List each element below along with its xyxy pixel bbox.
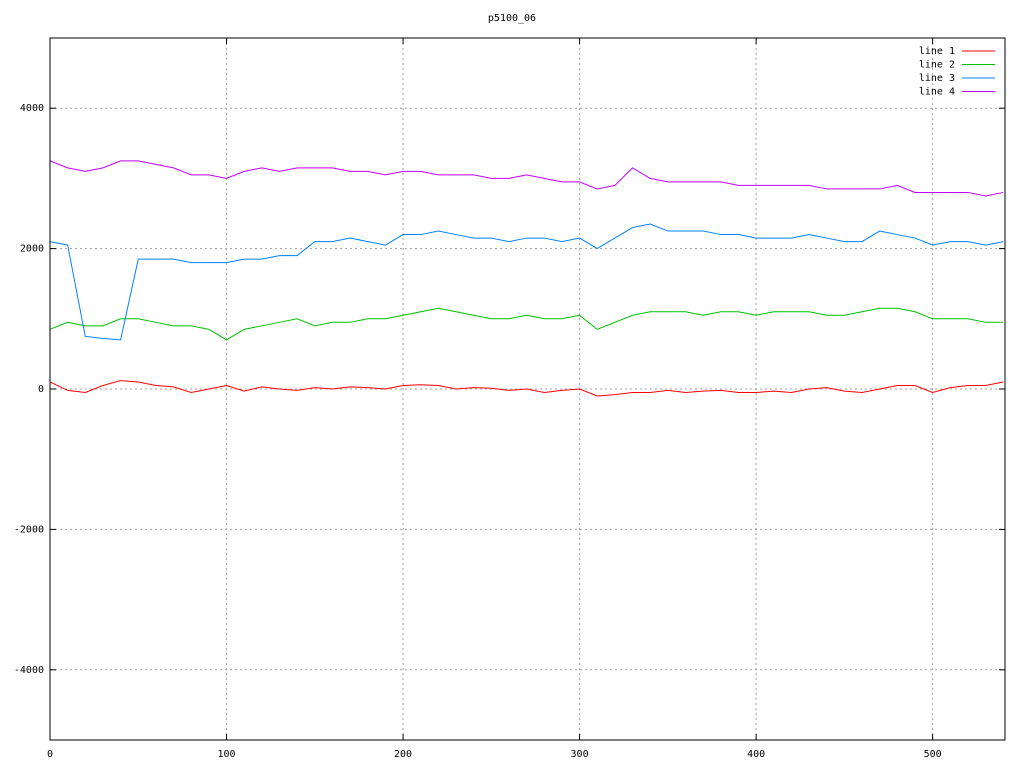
x-tick-label: 300 xyxy=(571,749,589,760)
chart-title: p5100_06 xyxy=(488,13,536,24)
series-line xyxy=(49,380,1004,397)
series-line xyxy=(49,160,1004,197)
x-tick-label: 400 xyxy=(747,749,765,760)
series-line xyxy=(49,223,1004,341)
plot-frame xyxy=(49,37,1006,741)
x-tick-label: 0 xyxy=(47,749,53,760)
x-tick-label: 200 xyxy=(394,749,412,760)
y-tick-label: 4000 xyxy=(20,103,44,114)
y-tick-label: -2000 xyxy=(14,524,44,535)
y-tick-label: 0 xyxy=(38,384,44,395)
y-tick-label: 2000 xyxy=(20,244,44,255)
legend-label: line 2 xyxy=(919,60,955,71)
series-line xyxy=(49,307,1004,341)
legend-label: line 4 xyxy=(919,87,955,98)
x-tick-label: 100 xyxy=(217,749,235,760)
legend-label: line 3 xyxy=(919,73,955,84)
legend-label: line 1 xyxy=(919,46,955,57)
y-tick-label: -4000 xyxy=(14,665,44,676)
x-tick-label: 500 xyxy=(924,749,942,760)
